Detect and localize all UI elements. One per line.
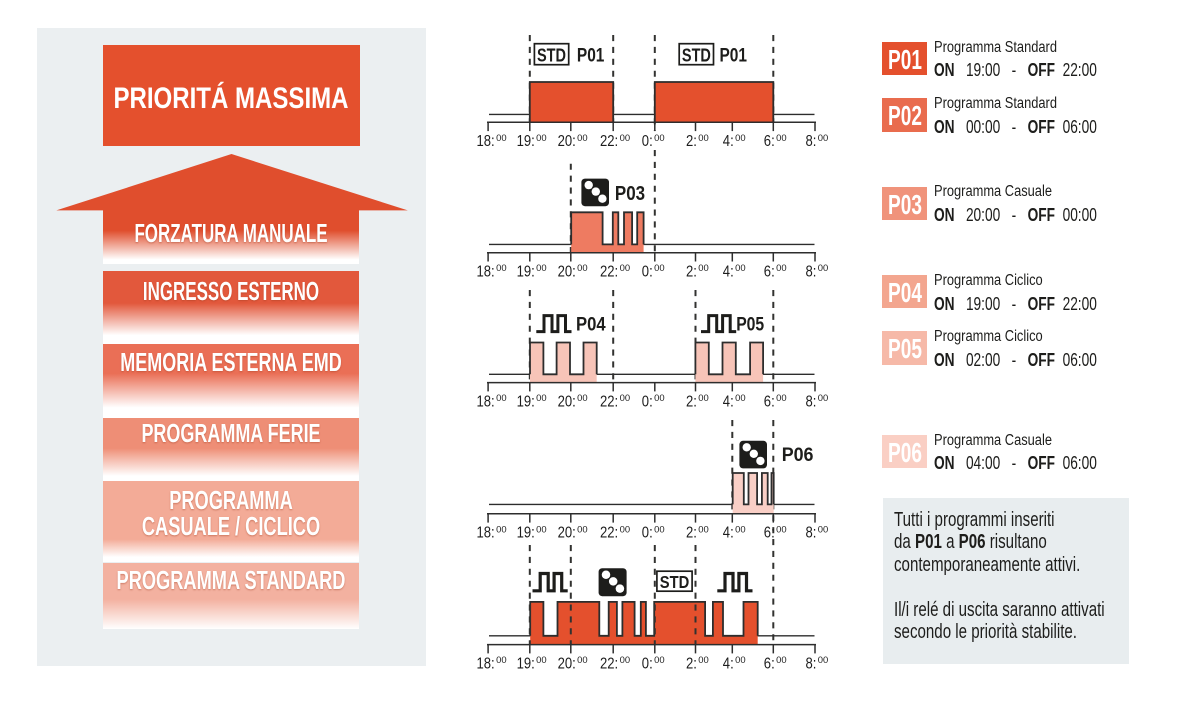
svg-text:00: 00 [620,133,631,143]
svg-text:6:: 6: [764,394,775,411]
svg-text:P06: P06 [782,444,814,466]
svg-text:8:: 8: [806,133,817,150]
svg-text:6:: 6: [764,264,775,281]
svg-text:2:: 2: [686,264,697,281]
svg-text:6:: 6: [764,525,775,542]
svg-text:STD: STD [660,572,690,592]
svg-text:18:: 18: [477,133,495,150]
svg-text:18:: 18: [477,525,495,542]
svg-text:2:: 2: [686,133,697,150]
svg-text:00: 00 [577,655,588,665]
svg-text:4:: 4: [723,264,734,281]
svg-text:19:: 19: [517,133,535,150]
svg-text:00: 00 [496,655,507,665]
svg-text:22:: 22: [600,394,618,411]
svg-text:4:: 4: [723,394,734,411]
svg-text:00: 00 [536,655,547,665]
svg-text:19:: 19: [517,264,535,281]
svg-text:STD: STD [682,45,711,66]
svg-text:00: 00 [620,263,631,273]
svg-text:00: 00 [654,655,665,665]
svg-text:00: 00 [735,524,746,534]
svg-text:00: 00 [735,393,746,403]
svg-text:00: 00 [698,524,709,534]
svg-text:00: 00 [698,655,709,665]
svg-text:20:: 20: [558,133,576,150]
svg-text:22:: 22: [600,525,618,542]
svg-text:00: 00 [577,393,588,403]
svg-text:0:: 0: [642,656,653,673]
svg-text:00: 00 [735,655,746,665]
svg-text:00: 00 [496,263,507,273]
svg-text:8:: 8: [806,264,817,281]
svg-text:00: 00 [620,393,631,403]
svg-text:00: 00 [776,393,787,403]
svg-text:0:: 0: [642,525,653,542]
svg-text:P05: P05 [736,314,764,336]
svg-text:8:: 8: [806,656,817,673]
svg-text:2:: 2: [686,656,697,673]
svg-text:00: 00 [818,263,829,273]
svg-text:18:: 18: [477,264,495,281]
svg-text:20:: 20: [558,656,576,673]
svg-text:P01: P01 [720,46,748,67]
svg-text:00: 00 [620,655,631,665]
svg-text:20:: 20: [558,264,576,281]
svg-text:00: 00 [536,263,547,273]
svg-text:00: 00 [776,655,787,665]
svg-text:8:: 8: [806,394,817,411]
svg-text:00: 00 [536,133,547,143]
svg-text:00: 00 [577,524,588,534]
svg-text:0:: 0: [642,133,653,150]
svg-text:22:: 22: [600,656,618,673]
svg-text:00: 00 [496,133,507,143]
svg-text:P01: P01 [577,46,605,67]
svg-text:0:: 0: [642,264,653,281]
svg-text:00: 00 [496,393,507,403]
svg-text:20:: 20: [558,525,576,542]
svg-text:00: 00 [735,263,746,273]
svg-text:00: 00 [818,524,829,534]
svg-text:00: 00 [698,393,709,403]
svg-text:00: 00 [577,133,588,143]
svg-text:18:: 18: [477,656,495,673]
svg-text:4:: 4: [723,133,734,150]
svg-text:22:: 22: [600,133,618,150]
svg-text:22:: 22: [600,264,618,281]
svg-text:19:: 19: [517,525,535,542]
svg-text:00: 00 [818,393,829,403]
svg-text:00: 00 [620,524,631,534]
svg-text:6:: 6: [764,656,775,673]
svg-text:00: 00 [776,133,787,143]
svg-text:00: 00 [654,133,665,143]
svg-text:STD: STD [537,45,566,66]
svg-text:00: 00 [577,263,588,273]
svg-text:00: 00 [818,655,829,665]
svg-text:2:: 2: [686,394,697,411]
svg-text:00: 00 [698,133,709,143]
svg-text:00: 00 [654,393,665,403]
svg-text:20:: 20: [558,394,576,411]
svg-text:00: 00 [776,524,787,534]
svg-text:00: 00 [536,524,547,534]
svg-text:4:: 4: [723,656,734,673]
svg-text:0:: 0: [642,394,653,411]
svg-text:18:: 18: [477,394,495,411]
svg-text:00: 00 [776,263,787,273]
svg-text:00: 00 [698,263,709,273]
svg-text:P04: P04 [576,314,606,336]
svg-text:P03: P03 [615,183,645,205]
svg-text:4:: 4: [723,525,734,542]
svg-text:00: 00 [735,133,746,143]
svg-text:00: 00 [818,133,829,143]
svg-text:00: 00 [496,524,507,534]
svg-text:00: 00 [654,263,665,273]
svg-text:00: 00 [536,393,547,403]
svg-text:00: 00 [654,524,665,534]
svg-text:6:: 6: [764,133,775,150]
svg-text:19:: 19: [517,656,535,673]
svg-text:19:: 19: [517,394,535,411]
svg-text:8:: 8: [806,525,817,542]
svg-text:2:: 2: [686,525,697,542]
